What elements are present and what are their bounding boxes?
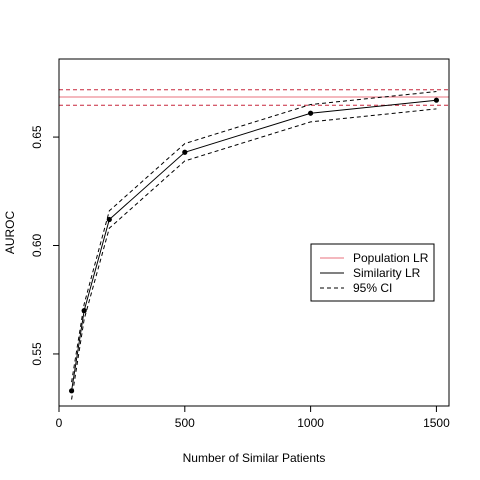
axis-layer: 0 500 1000 1500 0.55 0.60 0.65 <box>30 125 450 430</box>
y-tick-label: 0.60 <box>30 234 44 258</box>
legend-box <box>310 243 435 302</box>
y-tick-label: 0.55 <box>30 342 44 366</box>
data-point <box>308 110 314 116</box>
legend-label: Similarity LR <box>353 266 421 280</box>
plot-layer <box>59 89 449 400</box>
x-axis-label: Number of Similar Patients <box>183 451 326 465</box>
x-tick-label: 1500 <box>423 416 450 430</box>
data-point <box>433 97 440 103</box>
x-tick-label: 0 <box>56 416 63 430</box>
data-point <box>106 216 112 223</box>
x-tick-label: 1000 <box>297 416 324 430</box>
data-point <box>182 149 188 155</box>
line-series-5 <box>71 108 437 400</box>
plot-frame <box>58 58 450 407</box>
legend-label: 95% CI <box>353 281 392 295</box>
y-tick-label: 0.65 <box>30 125 44 149</box>
legend-label: Population LR <box>353 251 429 265</box>
x-tick-label: 500 <box>175 416 195 430</box>
line-series-4 <box>71 91 437 383</box>
line-series-3 <box>71 99 437 391</box>
y-axis-label: AUROC <box>3 211 17 255</box>
